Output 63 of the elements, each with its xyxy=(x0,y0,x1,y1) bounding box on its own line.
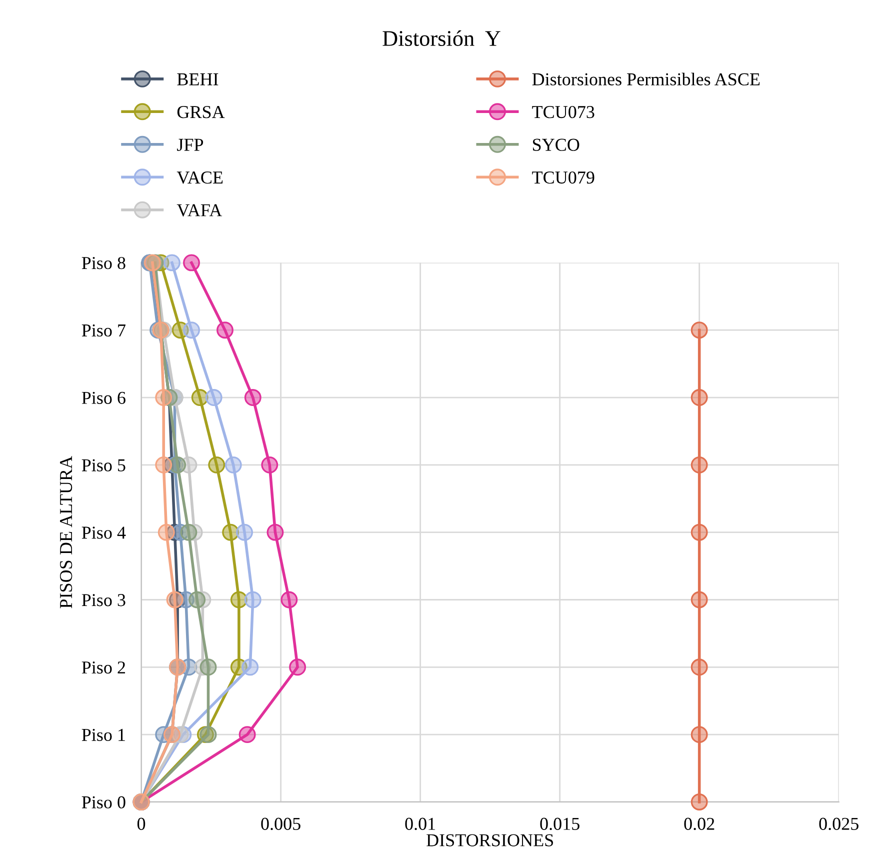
point xyxy=(690,389,708,406)
legend-label: TCU073 xyxy=(532,106,594,118)
x-tick-label: 0.025 xyxy=(819,818,858,830)
point xyxy=(690,726,708,744)
point xyxy=(191,389,208,406)
legend-label: Distorsiones Permisibles ASCE xyxy=(532,72,760,86)
point xyxy=(224,456,242,474)
point xyxy=(188,591,206,608)
point xyxy=(205,389,222,406)
point xyxy=(200,658,217,676)
y-tick-label: Piso 8 xyxy=(82,256,126,270)
point xyxy=(266,524,284,541)
point xyxy=(236,524,253,541)
point xyxy=(242,658,259,676)
point xyxy=(690,658,708,676)
point xyxy=(164,254,180,272)
y-tick-label: Piso 5 xyxy=(82,459,126,472)
point xyxy=(244,591,262,608)
y-tick-label: Piso 3 xyxy=(82,594,126,606)
chart-title: Distorsión Y xyxy=(382,30,500,46)
legend-label: BEHI xyxy=(177,73,218,86)
y-tick-label: Piso 2 xyxy=(82,661,126,674)
point xyxy=(222,524,240,541)
legend-label: JFP xyxy=(177,138,204,151)
point xyxy=(183,322,200,339)
point xyxy=(180,524,198,541)
y-tick-label: Piso 0 xyxy=(82,796,126,808)
legend-label: SYCO xyxy=(532,138,580,151)
point xyxy=(166,591,184,608)
x-tick-label: 0.005 xyxy=(261,818,300,830)
point xyxy=(230,591,248,608)
point xyxy=(216,322,234,339)
point xyxy=(155,389,172,406)
legend-label: VACE xyxy=(176,171,223,184)
point xyxy=(690,322,708,339)
y-tick-label: Piso 7 xyxy=(82,324,126,337)
point xyxy=(289,658,306,676)
y-tick-label: Piso 6 xyxy=(82,392,126,404)
point xyxy=(155,456,172,474)
point xyxy=(244,389,262,406)
legend-label: TCU079 xyxy=(532,171,594,184)
point xyxy=(690,591,708,608)
point xyxy=(280,591,298,608)
point xyxy=(690,524,708,541)
point xyxy=(690,456,708,474)
x-tick-label: 0 xyxy=(137,818,146,830)
point xyxy=(690,794,708,810)
legend-label: VAFA xyxy=(176,204,222,216)
point xyxy=(208,456,226,474)
y-axis-title: PISOS DE ALTURA xyxy=(60,456,72,608)
y-tick-label: Piso 1 xyxy=(82,728,125,742)
point xyxy=(158,524,175,541)
x-tick-label: 0.01 xyxy=(405,818,436,830)
x-tick-label: 0.02 xyxy=(684,818,714,830)
point xyxy=(169,456,186,474)
point xyxy=(261,456,278,474)
x-tick-label: 0.015 xyxy=(540,818,580,830)
point xyxy=(183,254,200,272)
point xyxy=(200,726,217,744)
legend-label: GRSA xyxy=(177,106,225,118)
point xyxy=(238,726,256,744)
y-tick-label: Piso 4 xyxy=(82,526,126,539)
x-axis-title: DISTORSIONES xyxy=(426,834,553,846)
